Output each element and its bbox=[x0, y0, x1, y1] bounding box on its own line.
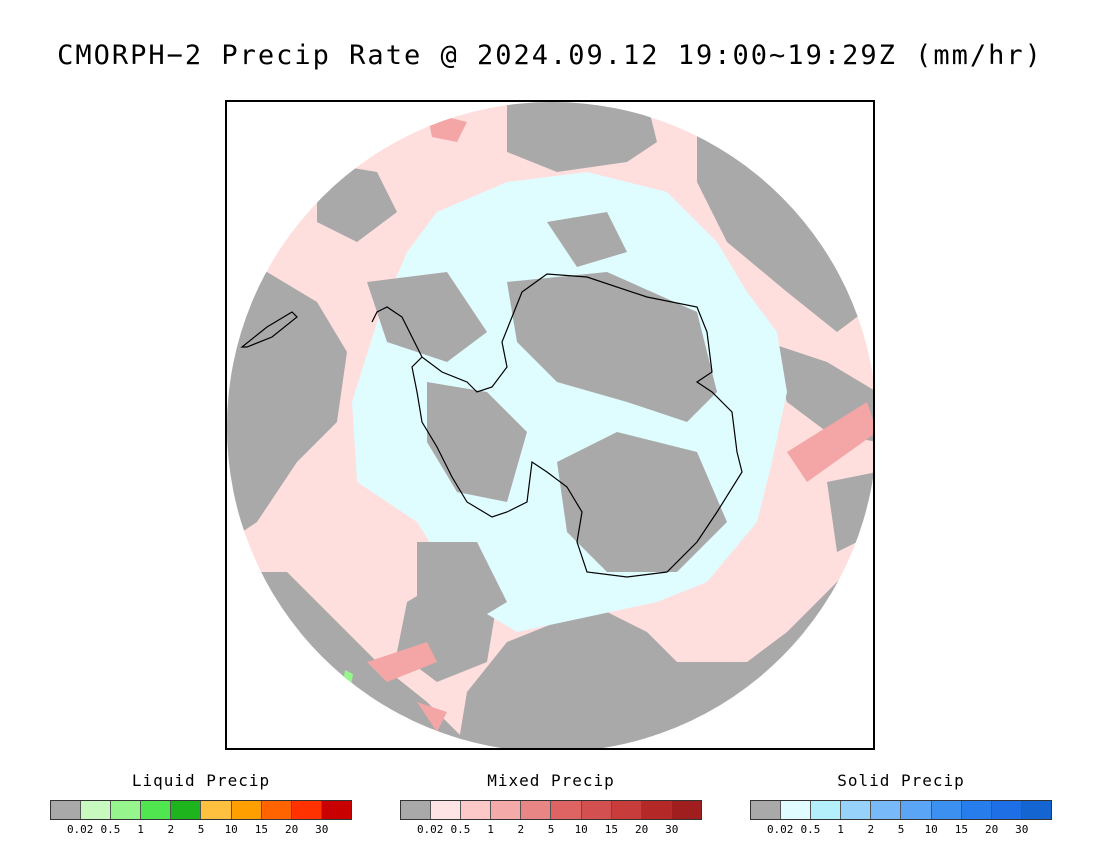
legend-swatch bbox=[581, 801, 612, 819]
legend-swatch bbox=[521, 801, 552, 819]
legend-tick-label: 10 bbox=[574, 823, 588, 836]
legend-tick-label: 15 bbox=[604, 823, 619, 836]
legend-ticks: 0.02 0.5 1 2 5 10 15 20 30 bbox=[400, 820, 702, 836]
legend-tick-label: 0.02 bbox=[416, 823, 444, 836]
legend-ticks: 0.02 0.5 1 2 5 10 15 20 30 bbox=[750, 820, 1052, 836]
legend-tick-label: 10 bbox=[924, 823, 938, 836]
legend-tick-label: 2 bbox=[867, 823, 875, 836]
legend-solid-precip: Solid Precip 0.02 0.5 1 2 5 10 15 20 30 bbox=[750, 770, 1052, 836]
legend-title: Solid Precip bbox=[837, 771, 965, 790]
precip-map-frame bbox=[225, 100, 875, 750]
legend-tick-label: 5 bbox=[897, 823, 905, 836]
legend-title: Mixed Precip bbox=[487, 771, 615, 790]
legend-swatch bbox=[431, 801, 462, 819]
legend-tick-label: 30 bbox=[1015, 823, 1029, 836]
legend-tick-label: 30 bbox=[665, 823, 679, 836]
legend-swatch bbox=[141, 801, 172, 819]
legend-swatch bbox=[871, 801, 902, 819]
legend-tick-label: 0.02 bbox=[66, 823, 94, 836]
legend-title: Liquid Precip bbox=[131, 771, 271, 790]
legend-mixed-precip: Mixed Precip 0.02 0.5 1 2 5 10 15 20 30 bbox=[400, 770, 702, 836]
antarctic-peninsula-coastline bbox=[371, 306, 423, 358]
legend-tick-label: 20 bbox=[284, 823, 299, 836]
legend-swatch bbox=[611, 801, 642, 819]
legend-swatch bbox=[551, 801, 582, 819]
legend-tick-label: 15 bbox=[254, 823, 269, 836]
legend-tick-label: 2 bbox=[167, 823, 175, 836]
legend-tick-label: 15 bbox=[954, 823, 969, 836]
legend-swatch bbox=[111, 801, 142, 819]
legend-swatch bbox=[321, 801, 351, 819]
legend-tick-label: 0.02 bbox=[766, 823, 794, 836]
legend-swatch bbox=[671, 801, 701, 819]
legend-tick-label: 10 bbox=[224, 823, 238, 836]
legend-swatch bbox=[641, 801, 672, 819]
legend-tick-label: 5 bbox=[547, 823, 555, 836]
legend-liquid-precip: Liquid Precip 0.02 0.5 1 2 5 10 15 20 30 bbox=[50, 770, 352, 836]
legend-swatch bbox=[261, 801, 292, 819]
legend-tick-label: 1 bbox=[137, 823, 144, 836]
legend-swatch bbox=[201, 801, 232, 819]
legend-swatch bbox=[231, 801, 262, 819]
continent-gray-streaks bbox=[367, 212, 727, 632]
south-america-coastline bbox=[240, 311, 298, 348]
legend-swatch bbox=[991, 801, 1022, 819]
legend-swatch bbox=[171, 801, 202, 819]
legend-tick-label: 5 bbox=[197, 823, 205, 836]
legend-swatch bbox=[781, 801, 812, 819]
legend-color-bar bbox=[400, 800, 702, 820]
legend-swatch bbox=[291, 801, 322, 819]
legend-color-bar bbox=[50, 800, 352, 820]
legend-swatch bbox=[1021, 801, 1051, 819]
antarctica-coastline bbox=[411, 273, 743, 578]
legend-swatch bbox=[961, 801, 992, 819]
legend-swatch bbox=[461, 801, 492, 819]
legend-swatch bbox=[401, 801, 432, 819]
legend-swatch bbox=[811, 801, 842, 819]
map-title: CMORPH−2 Precip Rate @ 2024.09.12 19:00~… bbox=[57, 40, 1043, 71]
legend-color-bar bbox=[750, 800, 1052, 820]
legend-tick-label: 20 bbox=[984, 823, 999, 836]
legend-tick-label: 1 bbox=[837, 823, 844, 836]
legend-swatch bbox=[81, 801, 112, 819]
legend-swatch bbox=[901, 801, 932, 819]
legend-ticks: 0.02 0.5 1 2 5 10 15 20 30 bbox=[50, 820, 352, 836]
legend-tick-label: 2 bbox=[517, 823, 525, 836]
legend-tick-label: 0.5 bbox=[450, 823, 471, 836]
legend-swatch bbox=[51, 801, 82, 819]
legend-tick-label: 30 bbox=[315, 823, 329, 836]
legend-tick-label: 1 bbox=[487, 823, 494, 836]
legend-tick-label: 0.5 bbox=[800, 823, 821, 836]
legend-tick-label: 20 bbox=[634, 823, 649, 836]
legend-tick-label: 0.5 bbox=[100, 823, 121, 836]
legend-swatch bbox=[491, 801, 522, 819]
south-polar-precip-map bbox=[227, 102, 873, 748]
legend-swatch bbox=[751, 801, 782, 819]
legend-swatch bbox=[931, 801, 962, 819]
legend-swatch bbox=[841, 801, 872, 819]
